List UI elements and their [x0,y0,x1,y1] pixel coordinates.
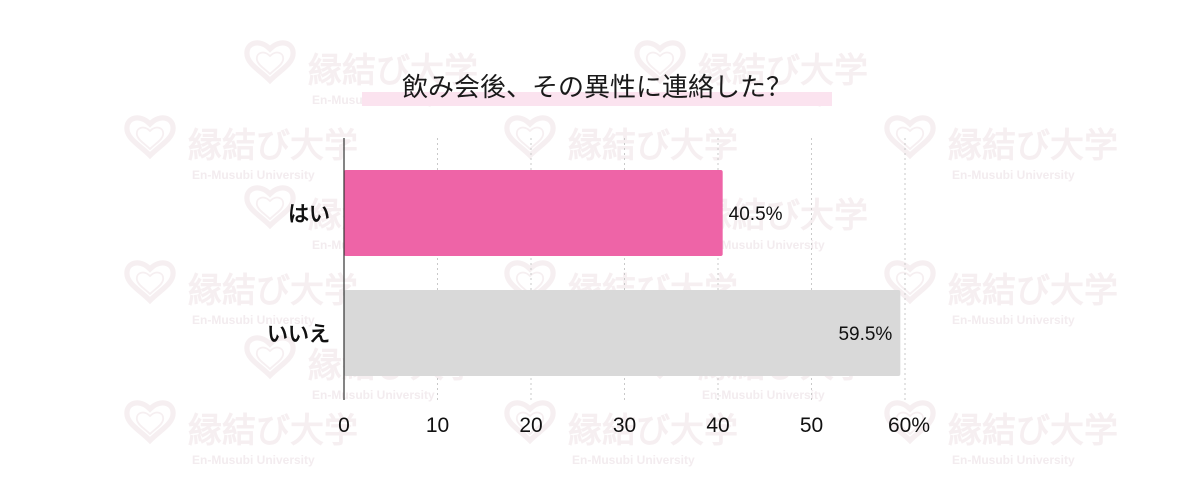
watermark-logo-text: 縁結び大学 [948,126,1118,166]
heart-icon [244,40,296,85]
heart-icon [634,40,686,85]
heart-icon [124,400,176,445]
heart-icon [124,115,176,160]
watermark-sub-text: En-Musubi University [952,313,1075,327]
heart-icon [515,271,545,296]
watermark-sub-text: En-Musubi University [192,168,315,182]
watermark-sub-text: En-Musubi University [702,238,825,252]
watermark-tile: 縁結び大学 En-Musubi University [884,115,1118,182]
watermark-sub-text: En-Musubi University [192,313,315,327]
heart-icon [244,335,296,380]
category-label: いいえ [267,322,330,346]
heart-icon [124,260,176,305]
watermark-logo-text: 縁結び大学 [948,271,1118,311]
heart-icon [895,126,925,151]
heart-icon [135,411,165,436]
watermark-logo-text: 縁結び大学 [698,196,868,236]
bars: はい 40.5% いいえ 59.5% [267,170,901,376]
title-highlight [362,92,832,106]
watermark-logo-text: 縁結び大学 [568,411,738,451]
watermark-logo-text: 縁結び大学 [188,411,358,451]
data-label: 59.5% [838,324,892,345]
heart-icon [645,51,675,76]
heart-icon [895,271,925,296]
bar-yes [344,170,723,256]
watermark-logo-text: 縁結び大学 [308,51,478,91]
watermark-sub-text: En-Musubi University [702,388,825,402]
watermark-tile: 縁結び大学 En-Musubi University [504,400,738,467]
x-tick-label: 0 [338,414,350,437]
data-label: 40.5% [729,204,783,225]
watermark-tile: 縁結び大学 En-Musubi University [124,115,358,182]
watermark-tile: 縁結び大学 En-Musubi University [884,260,1118,327]
watermark-tile: 縁結び大学 En-Musubi University [124,260,358,327]
category-label: はい [288,202,330,226]
watermark-logo-text: 縁結び大学 [568,126,738,166]
x-axis-ticks: 0 10 20 30 40 50 60% [338,414,930,437]
x-tick-label: 10 [426,414,449,437]
watermark-logo-text: 縁結び大学 [698,51,868,91]
watermark-logo-text: 縁結び大学 [188,271,358,311]
heart-icon [504,115,556,160]
watermark-sub-text: En-Musubi University [192,453,315,467]
heart-icon [504,260,556,305]
watermark-sub-text: En-Musubi University [952,168,1075,182]
heart-icon [895,411,925,436]
heart-icon [255,346,285,371]
watermark-logo-text: 縁結び大学 [188,126,358,166]
watermark-logo-text: 縁結び大学 [948,411,1118,451]
x-tick-label: 30 [613,414,636,437]
watermark-tile: 縁結び大学 En-Musubi University [124,400,358,467]
watermark-sub-text: En-Musubi University [952,453,1075,467]
heart-icon [255,196,285,221]
grid-lines [437,138,906,400]
heart-icon [504,400,556,445]
x-tick-label: 60% [888,414,930,437]
heart-icon [884,400,936,445]
heart-icon [255,51,285,76]
chart-title: 飲み会後、その異性に連絡した？ [402,73,792,103]
x-tick-label: 40 [706,414,729,437]
heart-icon [884,115,936,160]
watermark-sub-text: En-Musubi University [312,388,435,402]
heart-icon [884,260,936,305]
heart-icon [515,126,545,151]
bar-no [344,290,901,376]
watermark-tile: 縁結び大学 En-Musubi University [884,400,1118,467]
watermark-sub-text: En-Musubi University [572,453,695,467]
x-tick-label: 50 [800,414,823,437]
x-tick-label: 20 [519,414,542,437]
heart-icon [515,411,545,436]
heart-icon [135,126,165,151]
heart-icon [244,185,296,230]
heart-icon [135,271,165,296]
